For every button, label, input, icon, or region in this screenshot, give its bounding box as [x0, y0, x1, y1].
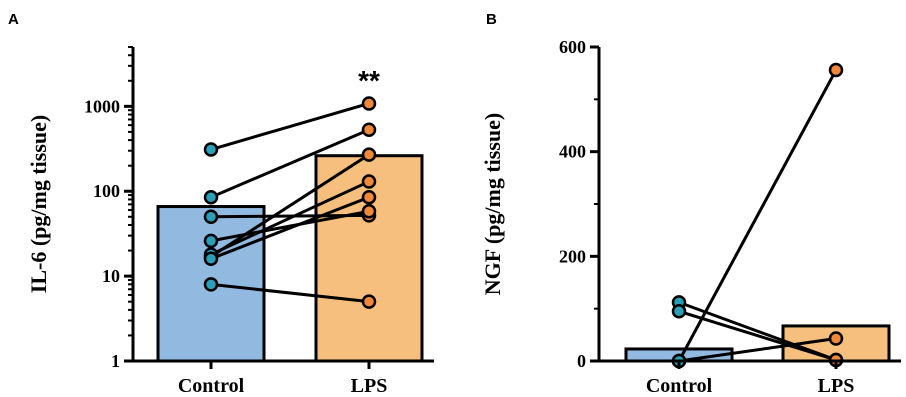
y-axis-title: NGF (pg/mg tissue): [480, 113, 505, 296]
y-tick-label: 10: [102, 266, 120, 286]
data-point: [671, 304, 687, 319]
pair-line: [678, 337, 837, 363]
data-point: [361, 174, 377, 189]
pair-line: [210, 102, 370, 151]
pair-line: [210, 153, 370, 258]
data-point: [361, 96, 377, 111]
data-point: [361, 147, 377, 162]
y-axis-title: IL-6 (pg/mg tissue): [26, 115, 51, 293]
data-point: [361, 122, 377, 137]
y-tick-label: 0: [577, 351, 586, 371]
y-tick-label: 1: [111, 351, 120, 371]
y-tick-label: 200: [559, 246, 586, 266]
significance-marker: **: [358, 65, 380, 96]
y-tick-label: 600: [559, 37, 586, 57]
pair-line: [210, 209, 370, 243]
data-point: [828, 62, 844, 78]
pair-line: [210, 282, 370, 304]
x-tick-label: LPS: [351, 375, 388, 397]
panel-a-chart: 1 10 100 1000 Control LPS IL-6 (pg/mg tissue) *…: [26, 46, 434, 397]
x-tick-label: Control: [646, 375, 713, 397]
pair-line: [678, 309, 837, 362]
x-tick-label: Control: [178, 375, 245, 397]
data-point: [203, 251, 219, 267]
data-point: [361, 189, 377, 205]
panel-letter-b: B: [486, 11, 497, 28]
x-tick-label: LPS: [818, 375, 855, 397]
y-tick-label: 400: [559, 142, 586, 162]
pair-line: [677, 69, 838, 362]
panel-b-chart: 0 200 400 600 Control LPS NGF (pg/mg tissue): [480, 37, 901, 397]
data-point: [203, 277, 219, 292]
pair-line: [210, 128, 370, 199]
data-point: [203, 233, 219, 249]
bar-lps: [314, 154, 424, 363]
data-point: [203, 209, 219, 225]
data-point: [361, 204, 377, 219]
pair-line: [210, 195, 370, 261]
data-point: [203, 189, 219, 205]
data-point: [828, 331, 844, 346]
pair-line: [210, 180, 370, 256]
data-point: [203, 142, 219, 157]
panel-letter-a: A: [8, 11, 19, 28]
data-point: [361, 294, 377, 309]
y-tick-label: 1000: [84, 96, 120, 116]
y-tick-label: 100: [93, 181, 120, 201]
